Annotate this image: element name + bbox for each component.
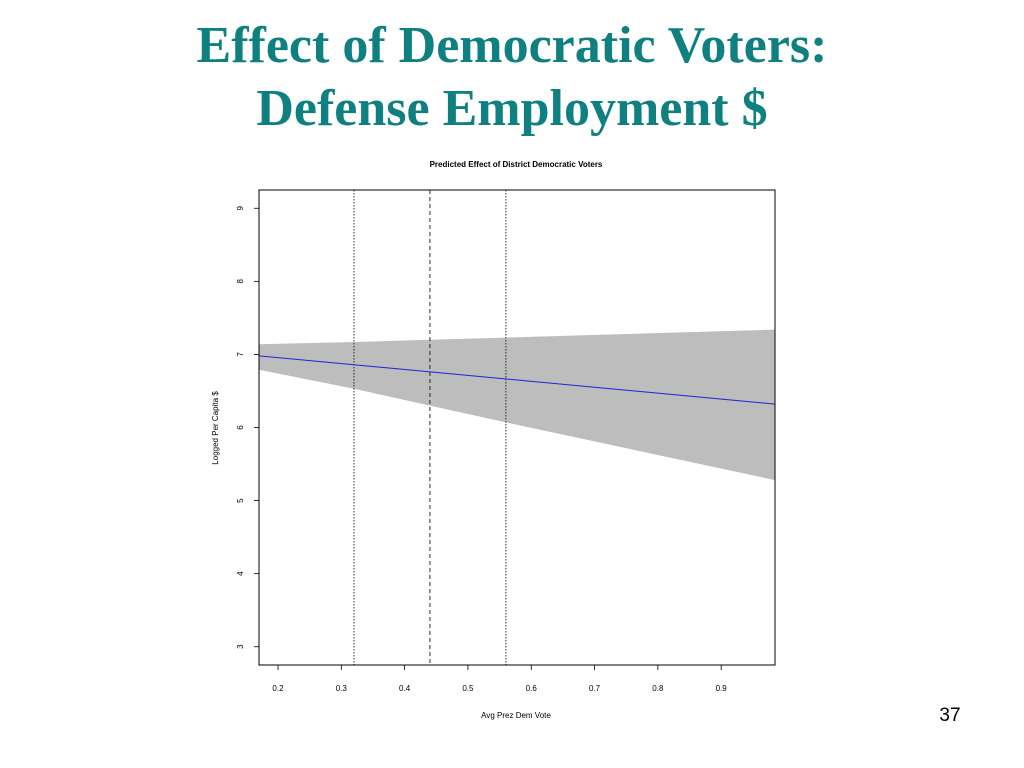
x-tick-label-0.7: 0.7 <box>589 684 601 693</box>
y-tick-label-4: 4 <box>236 571 245 576</box>
y-tick-label-3: 3 <box>236 644 245 649</box>
y-tick-label-9: 9 <box>236 206 245 211</box>
x-tick-label-0.3: 0.3 <box>336 684 348 693</box>
slide-title-line-1: Effect of Democratic Voters: <box>196 17 828 74</box>
plot-area <box>258 189 776 666</box>
y-axis-label: Logged Per Capita $ <box>211 391 220 465</box>
y-tick-label-6: 6 <box>236 425 245 430</box>
page-number: 37 <box>939 705 961 726</box>
fit-line-1 <box>258 355 776 405</box>
slide-title-line-2: Defense Employment $ <box>256 80 768 136</box>
y-tick-label-7: 7 <box>236 352 245 357</box>
x-tick-label-0.4: 0.4 <box>399 684 411 693</box>
x-tick-label-0.6: 0.6 <box>526 684 538 693</box>
confidence-band <box>259 329 775 481</box>
slide-title: Effect of Democratic Voters: Defense Emp… <box>0 14 1024 136</box>
x-axis: 0.2 0.3 0.4 0.5 0.6 0.7 0.8 0.9 <box>272 665 727 693</box>
y-tick-label-5: 5 <box>236 498 245 503</box>
x-tick-label-0.5: 0.5 <box>462 684 474 693</box>
x-tick-label-0.2: 0.2 <box>272 684 284 693</box>
y-axis: 3 4 5 6 7 8 9 <box>236 206 259 649</box>
x-axis-label: Avg Prez Dem Vote <box>481 711 551 720</box>
x-tick-label-0.9: 0.9 <box>716 684 728 693</box>
y-tick-label-8: 8 <box>236 279 245 284</box>
chart-title: Predicted Effect of District Democratic … <box>430 160 603 169</box>
x-tick-label-0.8: 0.8 <box>652 684 664 693</box>
